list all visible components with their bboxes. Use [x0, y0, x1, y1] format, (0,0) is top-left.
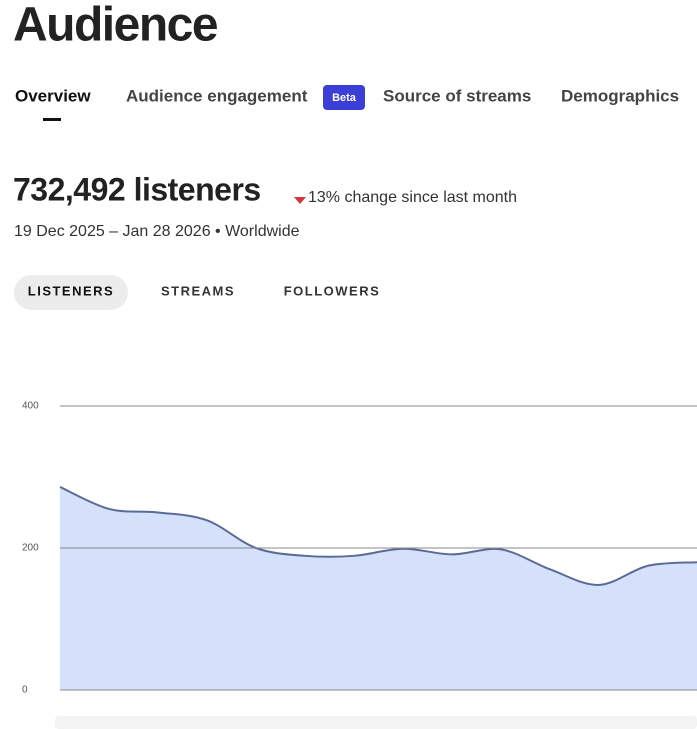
line: [59, 486, 697, 586]
down-indicator: [294, 197, 306, 204]
metric-tab[interactable]: STREAMS: [161, 283, 235, 298]
y-tick-label: 400: [22, 401, 39, 412]
change: 13% change since last month: [308, 189, 517, 206]
page-title: Audience: [13, 0, 218, 52]
y-tick-label: 200: [22, 543, 39, 554]
metric-tab[interactable]: LISTENERS: [28, 283, 114, 298]
tab[interactable]: Audience engagement: [126, 86, 308, 105]
period: 19 Dec 2025 – Jan 28 2026 • Worldwide: [14, 223, 300, 240]
metric-tab-bg: [14, 275, 128, 310]
chart: 0 200 400: [22, 401, 697, 696]
badge-bg: [323, 85, 365, 110]
y-tick-label: 0: [22, 685, 28, 696]
active-tab-indicator: [43, 118, 61, 121]
area: [60, 486, 697, 690]
listener-count: 732,492 listeners: [13, 171, 261, 207]
metric-tab[interactable]: FOLLOWERS: [284, 283, 381, 298]
badge: Beta: [332, 92, 357, 104]
tab[interactable]: Source of streams: [383, 86, 531, 105]
tab[interactable]: Demographics: [561, 86, 679, 105]
scroll-placeholder: [55, 716, 697, 729]
tab[interactable]: Overview: [15, 86, 91, 105]
